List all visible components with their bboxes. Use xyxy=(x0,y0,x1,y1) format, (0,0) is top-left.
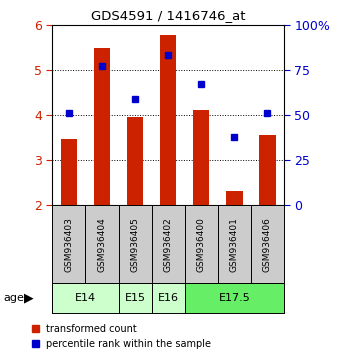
Bar xyxy=(160,35,176,205)
Text: ▶: ▶ xyxy=(24,292,34,305)
Bar xyxy=(152,283,185,313)
Text: age: age xyxy=(3,293,24,303)
Bar xyxy=(185,283,284,313)
Bar xyxy=(61,139,77,205)
Title: GDS4591 / 1416746_at: GDS4591 / 1416746_at xyxy=(91,9,245,22)
Bar xyxy=(127,117,143,205)
Bar xyxy=(52,283,119,313)
Text: E15: E15 xyxy=(125,293,146,303)
Bar xyxy=(259,135,276,205)
Text: GSM936406: GSM936406 xyxy=(263,217,272,272)
Bar xyxy=(94,48,110,205)
Text: GSM936405: GSM936405 xyxy=(130,217,140,272)
Text: GSM936401: GSM936401 xyxy=(230,217,239,272)
Bar xyxy=(226,191,243,205)
Bar xyxy=(119,283,152,313)
Text: GSM936404: GSM936404 xyxy=(97,217,106,272)
Bar xyxy=(193,110,210,205)
Text: E16: E16 xyxy=(158,293,179,303)
Text: E14: E14 xyxy=(75,293,96,303)
Text: GSM936400: GSM936400 xyxy=(197,217,206,272)
Text: E17.5: E17.5 xyxy=(218,293,250,303)
Legend: transformed count, percentile rank within the sample: transformed count, percentile rank withi… xyxy=(32,324,212,349)
Text: GSM936403: GSM936403 xyxy=(65,217,73,272)
Text: GSM936402: GSM936402 xyxy=(164,217,173,272)
